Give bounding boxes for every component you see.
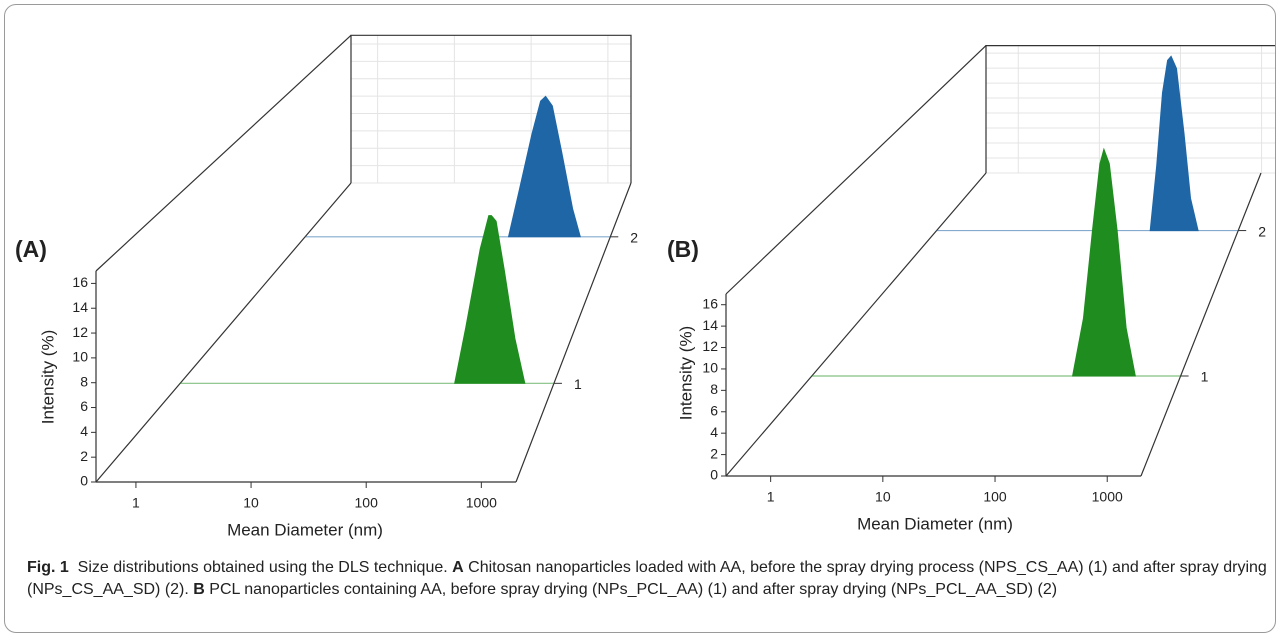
x-tick-label: 100: [983, 489, 1007, 505]
series-label: 2: [630, 230, 638, 246]
figure-caption: Fig. 1 Size distributions obtained using…: [27, 557, 1272, 601]
y-tick-label: 0: [710, 467, 718, 483]
y-tick-label: 14: [72, 299, 88, 315]
series-label: 1: [574, 376, 582, 392]
floor-edge: [95, 182, 352, 483]
floor-edge: [725, 172, 987, 477]
caption-intro: Size distributions obtained using the DL…: [77, 559, 448, 576]
y-tick-label: 16: [702, 295, 718, 311]
x-axis-label: Mean Diameter (nm): [227, 520, 383, 539]
y-tick-label: 12: [72, 324, 88, 340]
caption-part-text: Chitosan nanoparticles loaded with AA, b…: [27, 559, 1267, 598]
y-tick-label: 4: [710, 424, 718, 440]
floor-edge: [1140, 172, 1262, 477]
y-tick-label: 10: [702, 360, 718, 376]
x-tick-label: 10: [243, 495, 259, 511]
y-axis-label: Intensity (%): [38, 330, 57, 424]
floor-edge: [515, 182, 632, 483]
x-tick-label: 100: [355, 495, 379, 511]
caption-label: Fig. 1: [27, 559, 69, 576]
y-tick-label: 8: [80, 373, 88, 389]
wall-edge: [95, 34, 352, 272]
caption-part-text: PCL nanoparticles containing AA, before …: [209, 581, 1058, 598]
caption-part-label: A: [452, 559, 464, 576]
x-tick-label: 1: [767, 489, 775, 505]
wall-edge: [725, 45, 987, 295]
y-tick-label: 16: [72, 274, 88, 290]
back-plane: [350, 34, 632, 183]
y-tick-label: 10: [72, 349, 88, 365]
y-tick-label: 8: [710, 381, 718, 397]
x-tick-label: 1: [132, 495, 140, 511]
y-tick-label: 12: [702, 338, 718, 354]
series-label: 2: [1258, 223, 1266, 239]
panel-label: (B): [667, 236, 699, 262]
x-tick-label: 1000: [1092, 489, 1123, 505]
x-tick-label: 10: [875, 489, 891, 505]
y-tick-label: 2: [80, 448, 88, 464]
distribution-peak: [507, 95, 581, 238]
y-tick-label: 6: [80, 398, 88, 414]
y-axis-label: Intensity (%): [676, 326, 695, 420]
y-tick-label: 4: [80, 423, 88, 439]
back-plane: [985, 44, 1275, 173]
series-label: 1: [1201, 369, 1209, 385]
y-tick-label: 2: [710, 445, 718, 461]
x-axis-label: Mean Diameter (nm): [857, 514, 1013, 533]
y-tick-label: 14: [702, 317, 718, 333]
distribution-peak: [454, 215, 526, 384]
figure-frame: 0 2 4 6 8 10 12 14 16 1 10 100 1000 2 1 (A) Intensity (%…: [4, 4, 1276, 633]
distribution-peak: [1149, 55, 1199, 232]
y-tick-label: 0: [80, 473, 88, 489]
caption-part-label: B: [193, 581, 205, 598]
distribution-peak: [1071, 147, 1136, 377]
y-tick-label: 6: [710, 402, 718, 418]
x-tick-label: 1000: [466, 495, 497, 511]
panel-label: (A): [15, 236, 47, 262]
